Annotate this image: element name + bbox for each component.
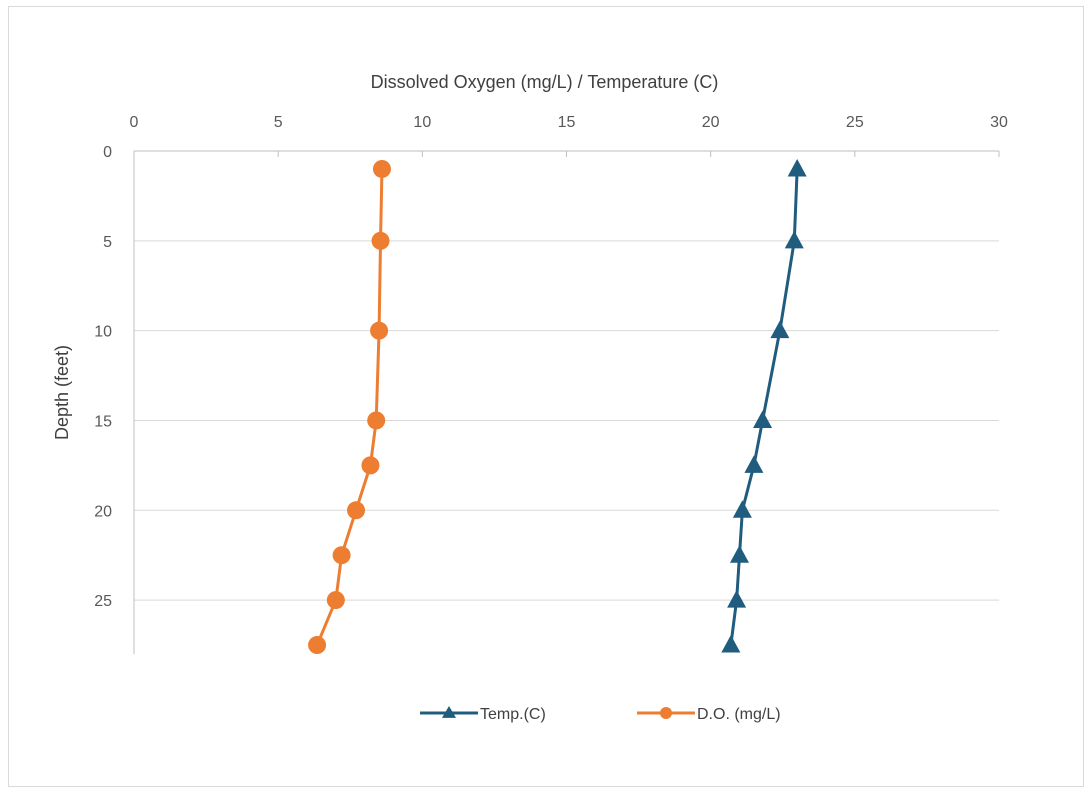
circle-marker	[326, 591, 345, 610]
x-tick-label: 10	[413, 114, 431, 131]
circle-marker	[308, 636, 327, 655]
legend: Temp.(C) D.O. (mg/L)	[420, 706, 781, 723]
x-tick-label: 5	[274, 114, 283, 131]
triangle-marker	[787, 158, 807, 177]
triangle-marker	[784, 230, 804, 249]
y-tick-label: 25	[94, 593, 112, 610]
legend-item: D.O. (mg/L)	[637, 706, 781, 723]
circle-marker	[361, 456, 380, 475]
legend-item: Temp.(C)	[420, 706, 546, 723]
y-tick-label: 0	[103, 144, 112, 161]
legend-circle-marker	[660, 707, 672, 719]
triangle-marker	[727, 590, 747, 608]
triangle-marker	[721, 635, 741, 653]
x-tick-label: 25	[846, 114, 864, 131]
triangle-marker	[744, 455, 764, 473]
circle-marker	[372, 159, 391, 178]
triangle-marker	[770, 320, 790, 339]
series-layer	[308, 158, 807, 655]
legend-label: Temp.(C)	[480, 706, 546, 723]
circle-marker	[371, 231, 390, 250]
y-tick-label: 20	[94, 503, 112, 520]
y-tick-label: 10	[94, 324, 112, 341]
triangle-marker	[730, 545, 749, 563]
chart-frame	[8, 6, 1084, 787]
legend-label: D.O. (mg/L)	[697, 706, 781, 723]
series-dissolved-oxygen	[308, 159, 391, 655]
y-tick-label: 15	[94, 413, 112, 430]
circle-marker	[370, 321, 389, 340]
y-tick-label: 5	[103, 234, 112, 251]
axis-layer: 0 5 10 15 20 25 0 5 10 15 20 25 30	[94, 114, 1008, 654]
grid-layer	[134, 240, 999, 601]
x-tick-label: 20	[702, 114, 720, 131]
circle-marker	[347, 501, 366, 520]
y-axis-title: Depth (feet)	[52, 345, 72, 440]
triangle-marker	[753, 410, 773, 428]
circle-marker	[332, 546, 351, 565]
x-tick-label: 0	[130, 114, 139, 131]
x-axis-title: Dissolved Oxygen (mg/L) / Temperature (C…	[371, 72, 719, 92]
x-tick-label: 30	[990, 114, 1008, 131]
legend-triangle-marker	[442, 706, 456, 718]
circle-marker	[367, 411, 386, 430]
x-tick-label: 15	[558, 114, 576, 131]
series-temperature	[721, 158, 807, 653]
triangle-marker	[732, 500, 752, 518]
